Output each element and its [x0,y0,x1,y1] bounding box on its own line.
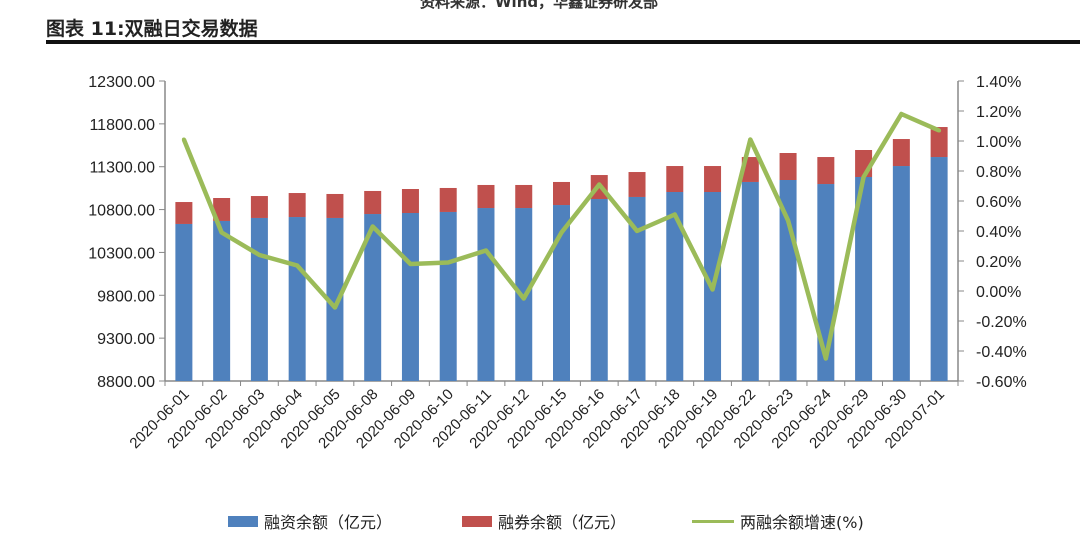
left-tick-label: 9300.00 [97,331,155,348]
bar-financing [326,217,344,381]
bar-financing [553,205,570,381]
bar-financing [288,217,306,381]
bar-securities [439,187,457,212]
growth-point [899,112,904,116]
right-tick-label: 0.40% [976,224,1021,241]
bar-securities [364,190,382,215]
legend-swatch [228,515,258,527]
growth-point [521,296,526,301]
legend-label: 融资余额（亿元） [264,513,393,532]
growth-point [786,218,791,223]
bar-securities [930,127,948,158]
bar-securities [175,202,193,224]
bar-securities [515,184,533,209]
growth-point [672,212,677,217]
bar-financing [666,192,684,381]
growth-point [295,263,300,268]
title-rule [46,40,1080,44]
growth-point [483,248,488,253]
bar-financing [741,181,759,381]
legend-item-growth: 两融余额增速(%) [692,509,864,533]
bar-securities [704,166,722,192]
bar-financing [175,223,193,381]
legend-item-securities: 融券余额（亿元） [462,509,626,533]
bar-financing [892,166,910,381]
legend-swatch [462,515,492,527]
growth-point [823,356,828,361]
bar-securities [477,184,495,209]
legend-label: 融券余额（亿元） [498,513,627,532]
growth-point [181,137,186,142]
bar-securities [628,172,646,197]
growth-point [748,137,753,142]
bar-financing [477,208,495,381]
bar-financing [213,220,231,381]
right-tick-label: 1.20% [976,104,1021,121]
growth-point [370,224,375,229]
left-tick-label: 12300.00 [88,74,155,91]
growth-point [937,128,942,133]
left-tick-label: 10300.00 [88,245,155,262]
left-tick-label: 11300.00 [89,160,155,177]
legend-line [692,519,734,523]
growth-point [710,287,715,292]
growth-point [861,175,866,179]
bar-financing [439,211,457,381]
bar-financing [628,196,646,381]
bar-securities [401,189,419,213]
bar-securities [779,153,797,180]
left-tick-label: 8800.00 [97,374,155,391]
growth-point [257,253,262,257]
growth-point [597,182,602,187]
left-tick-label: 9800.00 [97,288,155,305]
right-tick-label: 0.80% [976,164,1021,181]
source-note: 资料来源：Wind，华鑫证券研发部 [420,0,659,11]
right-tick-label: -0.40% [976,344,1027,361]
right-tick-label: 0.00% [976,284,1021,301]
right-tick-label: 1.00% [976,134,1021,151]
growth-point [219,230,224,235]
figure-title: 图表 11:双融日交易数据 [46,18,258,40]
bar-financing [401,213,419,381]
growth-point [446,260,451,265]
left-tick-label: 11800.00 [89,117,155,134]
bar-financing [855,177,873,381]
bar-securities [288,193,306,218]
right-tick-label: 0.20% [976,254,1021,271]
bar-financing [364,214,382,381]
bar-securities [213,198,231,221]
bar-financing [930,157,948,381]
right-tick-label: 1.40% [976,74,1021,91]
bar-financing [590,199,608,381]
bar-securities [892,139,910,167]
growth-point [332,305,337,310]
growth-point [559,230,564,235]
right-tick-label: -0.60% [976,374,1027,391]
bar-securities [250,196,268,218]
right-tick-label: -0.20% [976,314,1027,331]
bar-securities [817,157,835,185]
bar-securities [326,193,344,218]
bar-securities [666,166,684,192]
left-tick-label: 10800.00 [88,203,155,220]
legend-label: 两融余额增速(%) [740,513,864,532]
bar-securities [553,181,570,206]
right-tick-label: 0.60% [976,194,1021,211]
bar-financing [250,217,268,381]
growth-point [408,262,413,266]
legend-item-financing: 融资余额（亿元） [228,509,392,533]
growth-point [635,229,640,233]
